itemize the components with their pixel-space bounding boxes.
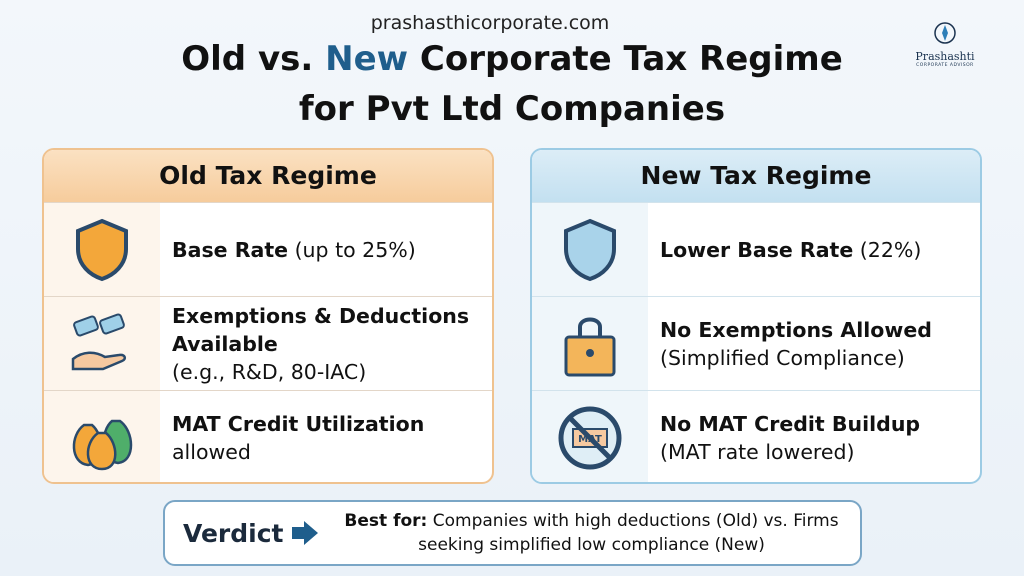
row: No Exemptions Allowed (Simplified Complia… xyxy=(532,296,980,390)
panel-header: Old Tax Regime xyxy=(44,150,492,202)
logo-tagline: CORPORATE ADVISOR xyxy=(916,63,974,68)
row-bold: Lower Base Rate xyxy=(660,237,854,262)
row-bold: MAT Credit Utilization xyxy=(172,411,425,436)
verdict-label: Verdict xyxy=(183,518,284,548)
row: MAT No MAT Credit Buildup (MAT rate lower… xyxy=(532,390,980,482)
row: Lower Base Rate (22%) xyxy=(532,202,980,296)
new-panel: New Tax Regime Lower Base Rate (22%) No … xyxy=(530,148,982,484)
row-text: (22%) xyxy=(859,237,922,262)
row-bold: No Exemptions Allowed xyxy=(660,317,932,342)
title-highlight: New xyxy=(325,39,409,79)
hand-tags-icon xyxy=(71,313,127,370)
row-text: (MAT rate lowered) xyxy=(660,439,855,464)
verdict-box: Verdict Best for: Companies with high de… xyxy=(163,500,862,566)
row-text: (Simplified Compliance) xyxy=(660,345,905,370)
title-part: Corporate Tax Regime xyxy=(419,39,843,79)
title: Old vs. New Corporate Tax Regime for Pvt… xyxy=(0,34,1024,134)
logo-name: Prashashti xyxy=(915,50,975,63)
title-line: for Pvt Ltd Companies xyxy=(298,89,726,129)
row: MAT Credit Utilization allowed xyxy=(44,390,492,482)
logo: Prashashti CORPORATE ADVISOR xyxy=(905,20,985,68)
old-panel: Old Tax Regime Base Rate (up to 25%) Exe… xyxy=(42,148,494,484)
row-text: (up to 25%) xyxy=(294,237,416,262)
lock-box-icon xyxy=(564,317,616,376)
shield-icon xyxy=(76,218,128,281)
no-mat-icon: MAT xyxy=(558,406,622,469)
verdict-text: Best for: Companies with high deductions… xyxy=(332,509,852,557)
row-bold: No MAT Credit Buildup xyxy=(660,411,921,436)
verdict-body: Companies with high deductions (Old) vs.… xyxy=(418,511,839,555)
title-part: Old vs. xyxy=(181,39,314,79)
logo-icon xyxy=(934,22,956,44)
shield-icon xyxy=(564,218,616,281)
row: Base Rate (up to 25%) xyxy=(44,202,492,296)
row-bold: Exemptions & Deductions Available xyxy=(172,303,470,356)
row-bold: Base Rate xyxy=(172,237,289,262)
arrow-icon xyxy=(291,521,318,545)
money-bags-icon xyxy=(72,419,133,470)
website: prashasthicorporate.com xyxy=(370,12,610,34)
row-text: allowed xyxy=(172,439,251,464)
panel-header: New Tax Regime xyxy=(532,150,980,202)
row: Exemptions & Deductions Available (e.g., … xyxy=(44,296,492,390)
row-text: (e.g., R&D, 80-IAC) xyxy=(172,359,367,384)
verdict-lead: Best for: xyxy=(344,511,428,531)
